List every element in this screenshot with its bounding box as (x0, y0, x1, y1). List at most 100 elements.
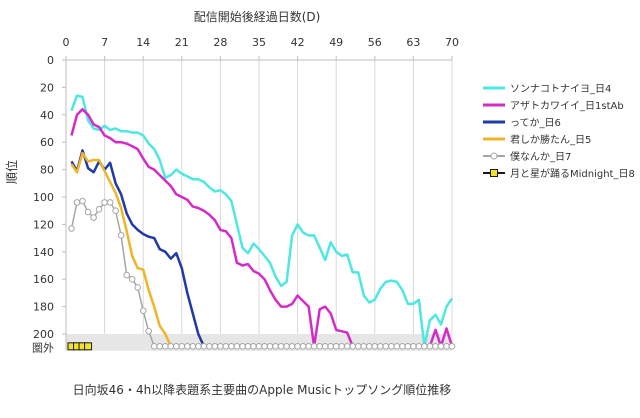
series-point-4 (101, 199, 108, 206)
series-point-4 (139, 307, 147, 315)
series-point-4 (250, 343, 257, 350)
series-point-4 (283, 343, 290, 350)
y-axis-title: 順位 (4, 160, 19, 184)
x-tick-label: 14 (136, 36, 150, 49)
series-point-4 (161, 343, 169, 350)
legend-label: 僕なんか_日7 (510, 150, 571, 163)
series-point-4 (277, 343, 285, 350)
series-point-4 (117, 232, 125, 239)
y-tick-label: 80 (40, 164, 54, 177)
series-point-4 (388, 343, 395, 350)
series-point-4 (343, 343, 351, 350)
series-point-4 (134, 284, 141, 291)
x-tick-label: 63 (406, 36, 420, 49)
series-point-4 (73, 199, 81, 206)
x-tick-label: 70 (445, 36, 459, 49)
series-point-4 (184, 343, 191, 350)
series-point-4 (338, 343, 346, 350)
series-point-4 (360, 343, 368, 350)
series-point-4 (404, 343, 412, 350)
series-point-4 (79, 197, 86, 205)
legend-marker (490, 169, 498, 177)
series-point-4 (261, 343, 268, 350)
series-line-3 (70, 151, 177, 348)
x-axis-title: 配信開始後経過日数(D) (194, 9, 321, 24)
x-tick-label: 35 (252, 36, 266, 49)
series-point-4 (410, 343, 417, 350)
x-tick-label: 28 (213, 36, 227, 49)
series-point-4 (178, 343, 186, 350)
series-point-4 (266, 343, 274, 350)
series-point-4 (95, 206, 103, 213)
series-point-4 (393, 343, 401, 350)
series-point-4 (233, 343, 241, 350)
series-point-4 (316, 343, 323, 350)
series-line-2 (70, 149, 206, 347)
series-point-4 (415, 343, 423, 350)
y-tick-label: 40 (40, 109, 54, 122)
series-point-4 (327, 343, 334, 350)
series-point-4 (195, 343, 202, 350)
series-point-4 (228, 343, 235, 350)
series-point-4 (189, 343, 197, 350)
series-point-4 (443, 343, 450, 350)
series-point-4 (239, 343, 246, 350)
series-point-4 (448, 343, 456, 350)
legend-label: アザトカワイイ_日1stAb (510, 100, 624, 112)
chart-caption: 日向坂46・4h以降表題系主要曲のApple Musicトップソング順位推移 (73, 382, 452, 397)
y-tick-label: 200 (33, 328, 54, 341)
series-point-4 (299, 343, 307, 350)
series-point-4 (399, 343, 406, 350)
series-point-4 (106, 199, 114, 206)
x-tick-label: 42 (291, 36, 305, 49)
series-point-4 (255, 343, 263, 350)
series-point-4 (288, 343, 296, 350)
series-point-4 (123, 271, 130, 279)
y-tick-label: 180 (33, 301, 54, 314)
series-point-4 (377, 343, 384, 350)
series-point-4 (172, 343, 180, 350)
series-point-4 (354, 343, 362, 350)
legend-label: ソンナコトナイヨ_日4 (510, 83, 611, 95)
series-point-4 (371, 343, 379, 350)
series-line-0 (70, 94, 454, 348)
series-point-5 (84, 342, 93, 351)
y-tick-label: 20 (40, 81, 54, 94)
series-point-4 (112, 207, 119, 214)
series-point-4 (437, 343, 445, 350)
series-point-4 (217, 343, 224, 350)
series-point-4 (150, 343, 158, 350)
legend-label: 月と星が踊るMidnight_日8 (510, 167, 635, 180)
x-tick-label: 7 (101, 36, 108, 49)
series-point-4 (128, 275, 136, 283)
x-tick-label: 49 (329, 36, 343, 49)
x-tick-label: 0 (63, 36, 70, 49)
series-point-4 (145, 327, 153, 335)
series-point-4 (349, 343, 357, 350)
legend-label: ってか_日6 (510, 117, 561, 129)
legend-marker (490, 152, 498, 160)
series-point-4 (421, 343, 428, 350)
y-tick-label: 60 (40, 136, 54, 149)
series-point-4 (200, 343, 208, 350)
series-point-4 (84, 208, 92, 216)
legend-label: 君しか勝たん_日5 (510, 133, 591, 146)
series-point-4 (156, 343, 164, 350)
series-point-4 (90, 214, 97, 221)
series-point-4 (305, 343, 312, 350)
y-tick-label-out: 圏外 (32, 342, 54, 355)
y-tick-label: 0 (47, 54, 54, 67)
y-tick-label: 140 (33, 246, 54, 259)
series-point-4 (426, 343, 434, 350)
series-point-4 (365, 343, 373, 350)
series-point-4 (68, 225, 75, 232)
series-point-4 (167, 343, 175, 350)
x-tick-label: 56 (368, 36, 382, 49)
series-point-4 (310, 343, 318, 350)
series-point-4 (382, 343, 390, 350)
y-tick-label: 160 (33, 273, 54, 286)
series-point-4 (206, 343, 213, 350)
series-point-4 (294, 343, 301, 350)
